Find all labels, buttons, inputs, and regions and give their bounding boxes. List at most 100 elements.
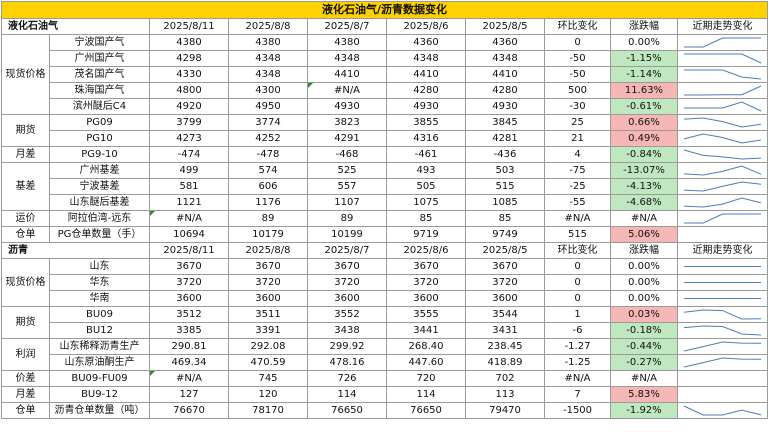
- table-body: 液化石油气/沥青数据变化 液化石油气 2025/8/11 2025/8/8 2025/…: [0, 1, 768, 419]
- value-cell: 1075: [386, 194, 466, 211]
- value-cell: 3441: [386, 322, 466, 339]
- value-cell: 4348: [386, 50, 466, 67]
- value-cell: 493: [386, 162, 466, 179]
- value-cell: 3385: [149, 322, 229, 339]
- value-cell: 3600: [149, 290, 229, 307]
- value-cell: 581: [149, 178, 229, 195]
- item-name: 华南: [49, 290, 150, 307]
- item-name: PG9-10: [49, 146, 150, 163]
- item-name: BU09-FU09: [49, 370, 150, 387]
- trend-sparkline: [683, 133, 762, 144]
- table-row: 山东原油酮生产 469.34 470.59 478.16 447.60 418.89 -1.…: [2, 354, 768, 371]
- pct-cell: 0.66%: [610, 114, 678, 131]
- value-cell: 3720: [228, 274, 308, 291]
- item-name: PG仓单数量（手）: [49, 226, 150, 243]
- value-cell: 3512: [149, 306, 229, 323]
- value-cell: 726: [307, 370, 387, 387]
- table-row: 山东醚后基差 1121 1176 1107 1075 1085 -55 -4.68%: [2, 194, 768, 211]
- trend-sparkline: [683, 181, 762, 192]
- value-cell: 76670: [149, 402, 229, 419]
- pct-cell: 0.00%: [610, 290, 678, 307]
- value-cell: 4380: [149, 34, 229, 51]
- section-header-row: 液化石油气 2025/8/11 2025/8/8 2025/8/7 2025/8/6 20…: [1, 18, 768, 35]
- change-header: 环比变化: [544, 18, 611, 35]
- value-cell: 89: [228, 210, 308, 227]
- table-row: 月差 PG9-10 -474 -478 -468 -461 -436 4 -0.84%: [1, 146, 768, 163]
- value-cell: 4920: [149, 98, 229, 115]
- table-row: 宁波基差 581 606 557 505 515 -25 -4.13%: [2, 178, 768, 195]
- change-cell: -1500: [544, 402, 611, 419]
- trend-cell: [676, 66, 768, 83]
- item-name: 山东稀释沥青生产: [49, 338, 150, 355]
- change-cell: 21: [544, 130, 611, 147]
- trend-line: [683, 165, 762, 176]
- value-cell: 79470: [465, 402, 545, 419]
- item-name: BU9-12: [49, 386, 150, 403]
- trend-cell: [676, 258, 768, 275]
- date-header: 2025/8/8: [228, 18, 308, 35]
- table-row: 华东 3720 3720 3720 3720 3720 0 0.00%: [2, 274, 768, 291]
- trend-line: [683, 69, 762, 80]
- table-row: 运价 阿拉伯湾-远东 #N/A 89 89 85 85 #N/A #N/A: [1, 210, 768, 227]
- pct-cell: 11.63%: [610, 82, 678, 99]
- category-label: 仓单: [1, 226, 50, 243]
- change-cell: -50: [544, 50, 611, 67]
- trend-sparkline: [683, 405, 762, 416]
- trend-sparkline: [683, 85, 762, 96]
- trend-cell: [676, 306, 768, 323]
- value-cell: 478.16: [307, 354, 387, 371]
- trend-sparkline: [683, 149, 762, 160]
- value-cell: 4252: [228, 130, 308, 147]
- value-cell: 238.45: [465, 338, 545, 355]
- category-label: 利润: [1, 338, 50, 371]
- change-cell: -25: [544, 178, 611, 195]
- value-cell: 574: [228, 162, 308, 179]
- trend-cell: [676, 130, 768, 147]
- pct-cell: 5.83%: [610, 386, 678, 403]
- table-row: 基差 广州基差 499 574 525 493 503 -75 -13.07%: [1, 162, 768, 211]
- trend-cell: [676, 178, 768, 195]
- pct-cell: 5.06%: [610, 226, 678, 243]
- item-name: 山东: [49, 258, 150, 275]
- value-cell: 4360: [386, 34, 466, 51]
- value-cell: 4291: [307, 130, 387, 147]
- value-cell: 3855: [386, 114, 466, 131]
- value-cell: 745: [228, 370, 308, 387]
- trend-line: [683, 341, 762, 352]
- value-cell: 290.81: [149, 338, 229, 355]
- table-row: PG10 4273 4252 4291 4316 4281 21 0.49%: [2, 130, 768, 147]
- value-cell: 4410: [465, 66, 545, 83]
- value-cell: 525: [307, 162, 387, 179]
- date-header: 2025/8/8: [228, 242, 308, 259]
- value-cell: 120: [228, 386, 308, 403]
- value-cell: 4348: [228, 66, 308, 83]
- value-cell: 4280: [465, 82, 545, 99]
- value-cell: 470.59: [228, 354, 308, 371]
- value-cell: 3600: [228, 290, 308, 307]
- trend-sparkline: [678, 227, 767, 242]
- value-cell: 3600: [386, 290, 466, 307]
- value-cell: 4298: [149, 50, 229, 67]
- date-header: 2025/8/11: [149, 242, 229, 259]
- table-row: 茂名国产气 4330 4348 4410 4410 4410 -50 -1.14%: [2, 66, 768, 83]
- value-cell: 606: [228, 178, 308, 195]
- table-row: 期货 BU09 3512 3511 3552 3555 3544 1 0.03%: [1, 306, 768, 339]
- date-header: 2025/8/11: [149, 18, 229, 35]
- value-cell: 292.08: [228, 338, 308, 355]
- value-cell: 418.89: [465, 354, 545, 371]
- trend-cell: [676, 162, 768, 179]
- value-cell: #N/A: [149, 210, 229, 227]
- value-cell: 10179: [228, 226, 308, 243]
- category-label: 运价: [1, 210, 50, 227]
- item-name: 山东醚后基差: [49, 194, 150, 211]
- value-cell: 4950: [228, 98, 308, 115]
- value-cell: 503: [465, 162, 545, 179]
- title-row: 液化石油气/沥青数据变化: [0, 1, 768, 19]
- category-label: 月差: [1, 146, 50, 163]
- category-label: 现货价格: [1, 258, 50, 307]
- value-cell: 4281: [465, 130, 545, 147]
- table-row: 华南 3600 3600 3600 3600 3600 0 0.00%: [2, 290, 768, 307]
- value-cell: 114: [386, 386, 466, 403]
- pct-cell: -0.61%: [610, 98, 678, 115]
- value-cell: 3438: [307, 322, 387, 339]
